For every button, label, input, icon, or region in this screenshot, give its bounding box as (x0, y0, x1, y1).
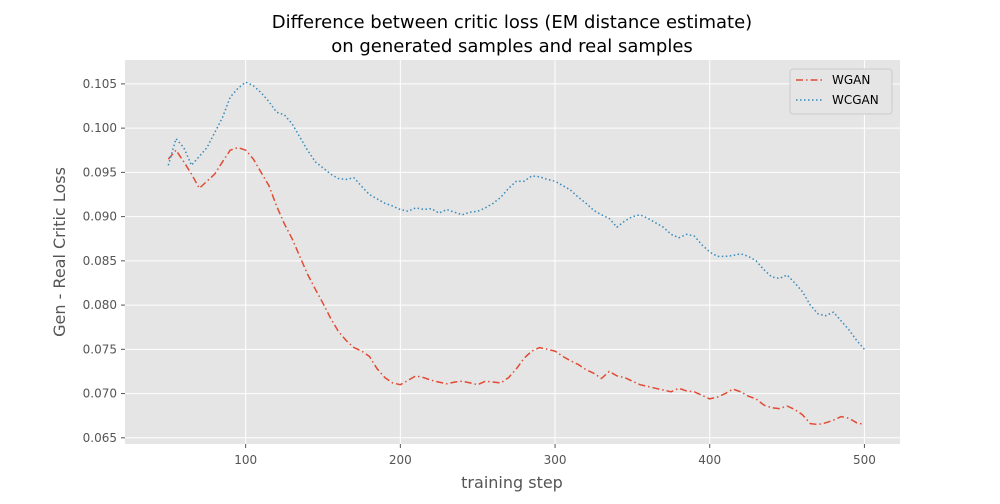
y-tick-label: 0.090 (83, 210, 117, 224)
y-tick-label: 0.085 (83, 254, 117, 268)
x-tick-label: 400 (698, 453, 721, 467)
y-tick-label: 0.070 (83, 387, 117, 401)
legend-label-wgan: WGAN (832, 73, 870, 87)
x-tick-label: 200 (389, 453, 412, 467)
ticks: 100 200 300 400 500 0.065 0.070 0.075 0.080 0.085… (83, 77, 876, 467)
legend: WGAN WCGAN (789, 68, 893, 115)
x-tick-label: 300 (544, 453, 567, 467)
grid (125, 60, 900, 444)
y-axis-label: Gen - Real Critic Loss (50, 167, 69, 337)
plot-area (125, 60, 900, 444)
chart-title-line-2: on generated samples and real samples (331, 36, 693, 57)
series-line-wcgan (167, 81, 865, 350)
chart-title-line-1: Difference between critic loss (EM dista… (272, 12, 752, 33)
series-line-wgan (167, 146, 865, 426)
series-lines (167, 81, 865, 426)
y-tick-label: 0.100 (83, 121, 117, 135)
x-tick-label: 500 (853, 453, 876, 467)
y-tick-label: 0.075 (83, 342, 117, 356)
y-tick-label: 0.065 (83, 431, 117, 445)
x-axis-label: training step (461, 473, 563, 492)
y-tick-label: 0.105 (83, 77, 117, 91)
x-tick-label: 100 (234, 453, 257, 467)
y-tick-label: 0.095 (83, 165, 117, 179)
y-tick-label: 0.080 (83, 298, 117, 312)
legend-label-wcgan: WCGAN (832, 93, 879, 107)
